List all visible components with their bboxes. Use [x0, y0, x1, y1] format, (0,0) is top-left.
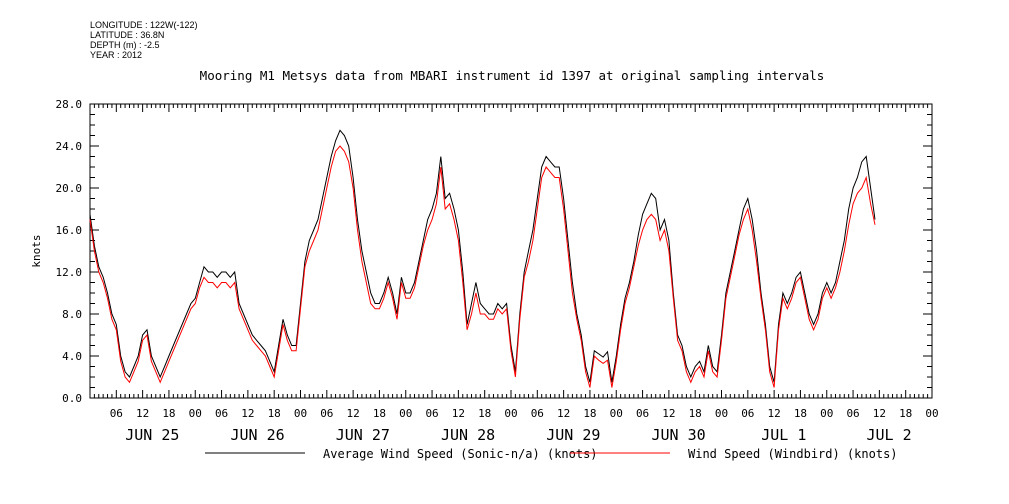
- x-hour-label: 00: [294, 407, 307, 420]
- x-hour-label: 18: [162, 407, 175, 420]
- x-hour-label: 06: [320, 407, 333, 420]
- x-date-label: JUN 26: [230, 426, 284, 444]
- x-hour-label: 18: [478, 407, 491, 420]
- x-hour-label: 12: [873, 407, 886, 420]
- x-hour-label: 18: [268, 407, 281, 420]
- y-tick-label: 16.0: [56, 224, 83, 237]
- y-tick-label: 28.0: [56, 98, 83, 111]
- y-tick-label: 0.0: [62, 392, 82, 405]
- x-hour-label: 06: [846, 407, 859, 420]
- x-hour-label: 06: [110, 407, 123, 420]
- x-hour-label: 00: [820, 407, 833, 420]
- x-date-label: JUN 29: [546, 426, 600, 444]
- x-hour-label: 12: [136, 407, 149, 420]
- metadata-block: LONGITUDE : 122W(-122) LATITUDE : 36.8N …: [90, 20, 198, 60]
- y-tick-label: 8.0: [62, 308, 82, 321]
- x-hour-label: 00: [504, 407, 517, 420]
- x-hour-label: 12: [347, 407, 360, 420]
- x-hour-label: 12: [768, 407, 781, 420]
- x-date-label: JUN 28: [441, 426, 495, 444]
- x-axis: 06 12 18 00 06 12 18 00 06 12 18 00 06 12 18 00 06 12 18 00…: [89, 104, 939, 444]
- y-tick-label: 12.0: [56, 266, 83, 279]
- x-hour-label: 18: [794, 407, 807, 420]
- year-label: YEAR : 2012: [90, 50, 143, 60]
- x-hour-label: 18: [899, 407, 912, 420]
- legend-label-windbird: Wind Speed (Windbird) (knots): [688, 447, 898, 461]
- plot-frame: [89, 103, 933, 399]
- longitude-label: LONGITUDE : 122W(-122): [90, 20, 198, 30]
- x-hour-label: 06: [425, 407, 438, 420]
- x-hour-label: 18: [689, 407, 702, 420]
- legend-label-average-wind: Average Wind Speed (Sonic-n/a) (knots): [323, 447, 598, 461]
- x-hour-label: 00: [715, 407, 728, 420]
- x-hour-label: 06: [215, 407, 228, 420]
- x-date-label: JUL 1: [761, 426, 806, 444]
- y-axis: 0.0 4.0 8.0 12.0 16.0 20.0 24.0 28.0: [56, 98, 932, 405]
- x-date-label: JUN 30: [651, 426, 705, 444]
- y-tick-label: 20.0: [56, 182, 83, 195]
- x-hour-label: 06: [531, 407, 544, 420]
- depth-label: DEPTH (m) : -2.5: [90, 40, 160, 50]
- x-hour-label: 12: [557, 407, 570, 420]
- y-tick-label: 24.0: [56, 140, 83, 153]
- x-hour-label: 06: [636, 407, 649, 420]
- legend: Average Wind Speed (Sonic-n/a) (knots) W…: [205, 447, 898, 461]
- x-hour-label: 00: [189, 407, 202, 420]
- x-hour-label: 00: [610, 407, 623, 420]
- y-tick-label: 4.0: [62, 350, 82, 363]
- x-hour-label: 18: [583, 407, 596, 420]
- series-line-average-wind: [89, 129, 876, 383]
- x-hour-label: 12: [452, 407, 465, 420]
- x-date-label: JUN 27: [336, 426, 390, 444]
- latitude-label: LATITUDE : 36.8N: [90, 30, 165, 40]
- x-hour-label: 06: [741, 407, 754, 420]
- x-hour-label: 12: [241, 407, 254, 420]
- y-axis-label: knots: [30, 234, 43, 267]
- series-line-windbird: [89, 145, 876, 388]
- chart-title: Mooring M1 Metsys data from MBARI instru…: [200, 68, 825, 83]
- x-hour-label: 00: [399, 407, 412, 420]
- x-hour-label: 12: [662, 407, 675, 420]
- x-date-label: JUL 2: [866, 426, 911, 444]
- x-hour-label: 18: [373, 407, 386, 420]
- x-date-label: JUN 25: [125, 426, 179, 444]
- series-layer: [89, 129, 876, 388]
- x-hour-label: 00: [925, 407, 938, 420]
